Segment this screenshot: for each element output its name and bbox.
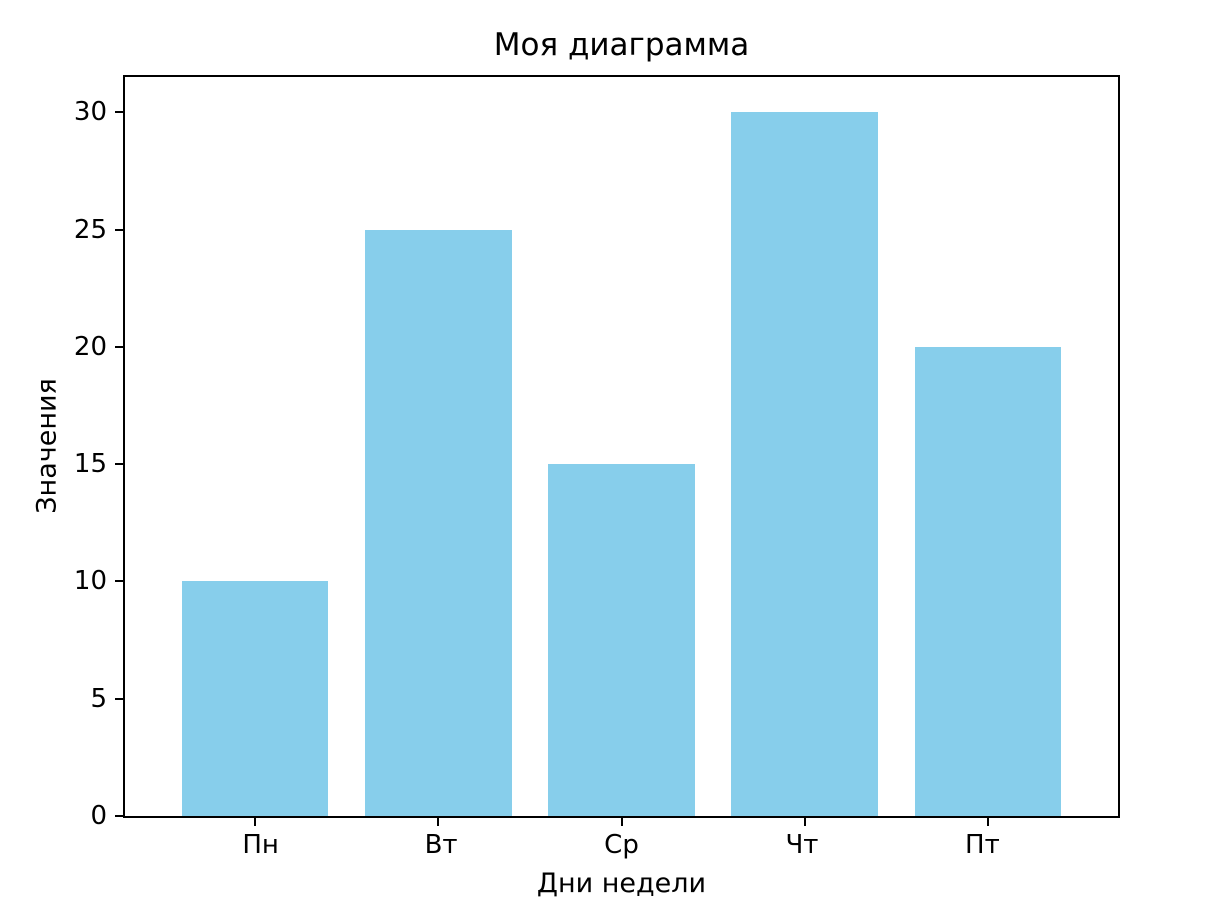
x-tick-mark (253, 818, 256, 826)
x-tick-mark (620, 818, 623, 826)
x-tick-mark (803, 818, 806, 826)
x-tick-labels: Пн Вт Ср Чт Пт (123, 830, 1120, 860)
bar-Пт (914, 346, 1062, 816)
y-tick-mark (115, 111, 123, 114)
y-tick-label: 20 (73, 331, 107, 362)
y-tick-mark (115, 463, 123, 466)
bar-slot (347, 77, 530, 826)
plot-area: 0 5 10 15 20 25 30 (74, 75, 1120, 829)
x-tick-label: Пн (242, 830, 279, 860)
y-tick-label: 10 (73, 566, 107, 597)
bar-slot (530, 77, 713, 826)
x-axis-label: Дни недели (536, 868, 707, 899)
y-ticks: 0 5 10 15 20 25 30 (74, 77, 1118, 829)
bar-slot (896, 77, 1079, 826)
bar-Пн (181, 581, 329, 816)
x-tick-label: Пт (965, 830, 1000, 860)
y-tick-mark (115, 697, 123, 700)
bar-Чт (731, 112, 879, 816)
bar-Вт (364, 229, 512, 816)
y-tick-mark (115, 580, 123, 583)
x-tick-mark (437, 818, 440, 826)
y-tick-label: 25 (73, 214, 107, 245)
y-axis-label: Значения (31, 378, 63, 514)
bar-slot (713, 77, 896, 826)
y-tick-mark (115, 228, 123, 231)
y-tick-label: 5 (90, 683, 107, 714)
bar-slot (163, 77, 346, 826)
x-tick-mark (987, 818, 990, 826)
chart-title: Моя диаграмма (493, 27, 750, 63)
y-tick-label: 30 (73, 97, 107, 128)
y-tick-mark (115, 345, 123, 348)
bar-Ср (548, 464, 695, 816)
y-tick-label: 0 (90, 801, 107, 831)
y-tick-mark (115, 815, 123, 817)
bars-container (125, 77, 1118, 826)
y-tick-label: 15 (73, 449, 107, 480)
x-tick-label: Вт (424, 830, 458, 860)
x-tick-label: Чт (785, 830, 819, 860)
x-tick-label: Ср (604, 830, 639, 860)
